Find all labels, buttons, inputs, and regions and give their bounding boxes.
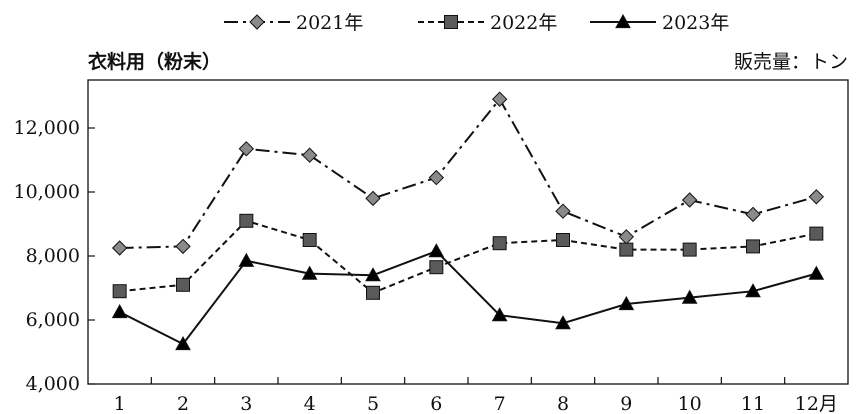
x-tick-label: 11 xyxy=(741,393,765,414)
x-tick-label: 10 xyxy=(678,393,702,414)
y-tick-label: 6,000 xyxy=(26,309,80,331)
data-point xyxy=(175,238,191,255)
chart-title: 衣料用（粉末） xyxy=(88,50,221,73)
x-tick-label: 5 xyxy=(367,393,379,414)
data-point xyxy=(238,252,255,267)
data-point xyxy=(555,315,571,330)
legend-marker xyxy=(615,13,631,29)
data-point xyxy=(301,147,318,163)
data-point xyxy=(618,229,635,245)
data-point xyxy=(239,213,254,228)
data-point xyxy=(492,236,507,251)
axes: 4,000 6,000 8,000 10,000 12,000 1 2 3 4 5 6 7 8 9 10 11… xyxy=(14,117,838,414)
data-point xyxy=(365,190,381,207)
series-2022年 xyxy=(112,213,824,300)
y-tick-label: 8,000 xyxy=(26,245,80,267)
data-point xyxy=(302,233,317,247)
series-line xyxy=(119,97,817,249)
legend-item: 2022年 xyxy=(418,12,557,34)
y-tick-label: 10,000 xyxy=(14,181,80,203)
data-point xyxy=(808,265,825,280)
x-tick-label: 9 xyxy=(620,393,632,414)
data-point xyxy=(556,233,570,247)
x-tick-label: 12月 xyxy=(795,393,838,414)
series-layer xyxy=(111,91,825,351)
data-point xyxy=(681,289,698,304)
legend-marker xyxy=(444,15,458,29)
data-point xyxy=(745,206,761,223)
data-point xyxy=(428,169,445,186)
data-point xyxy=(618,295,635,311)
y-tick-label: 4,000 xyxy=(26,373,80,395)
data-point xyxy=(555,203,571,219)
legend-label: 2023年 xyxy=(662,12,729,34)
data-point xyxy=(301,265,318,280)
legend-label: 2022年 xyxy=(490,12,557,34)
series-2021年 xyxy=(111,91,825,256)
y-tick-label: 12,000 xyxy=(14,117,80,139)
data-point xyxy=(808,189,825,205)
data-point xyxy=(365,267,381,282)
data-point xyxy=(175,335,191,351)
x-tick-label: 7 xyxy=(494,393,506,414)
data-point xyxy=(176,277,190,292)
data-point xyxy=(619,242,634,257)
legend-marker xyxy=(249,14,265,30)
data-point xyxy=(111,240,128,256)
series-2023年 xyxy=(111,243,825,351)
data-point xyxy=(809,226,824,241)
series-line xyxy=(119,219,817,294)
data-point xyxy=(746,239,760,254)
plot-area-frame xyxy=(87,79,849,385)
data-point xyxy=(111,303,128,319)
x-tick-label: 8 xyxy=(557,393,569,414)
legend-item: 2021年 xyxy=(224,12,363,34)
x-tick-label: 4 xyxy=(304,393,316,414)
data-point xyxy=(491,307,508,322)
data-point xyxy=(428,243,445,258)
data-point xyxy=(682,242,697,257)
data-point xyxy=(491,91,508,107)
legend: 2021年 2022年 2023年 xyxy=(224,12,729,34)
data-point xyxy=(112,284,127,299)
data-point xyxy=(681,192,698,208)
legend-label: 2021年 xyxy=(296,12,363,34)
x-tick-label: 3 xyxy=(240,393,252,414)
data-point xyxy=(745,283,761,298)
data-point xyxy=(429,260,444,275)
unit-label: 販売量：トン xyxy=(734,51,848,73)
legend-item: 2023年 xyxy=(590,12,729,34)
x-tick-label: 2 xyxy=(177,393,189,414)
data-point xyxy=(238,141,255,157)
data-point xyxy=(366,285,380,300)
series-line xyxy=(119,250,817,346)
x-tick-label: 6 xyxy=(430,393,442,414)
x-tick-label: 1 xyxy=(114,393,126,414)
